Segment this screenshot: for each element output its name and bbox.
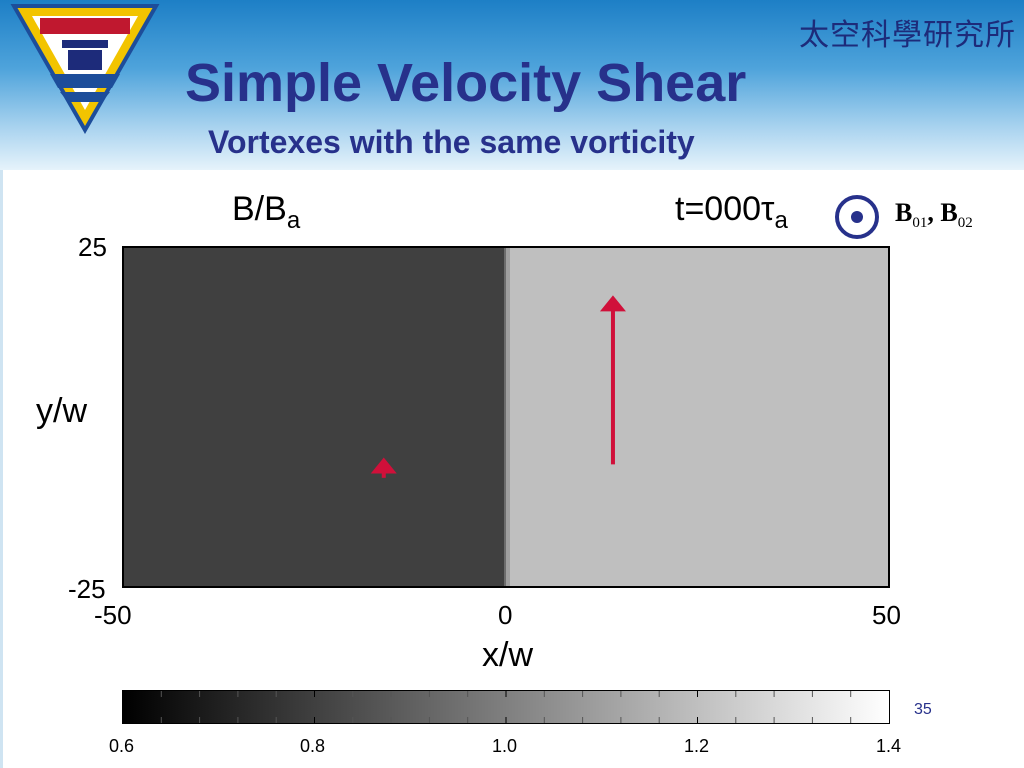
slide-title: Simple Velocity Shear: [185, 53, 747, 113]
x-tick-label: 50: [872, 600, 901, 630]
colorbar-tick-label: 1.4: [876, 736, 902, 756]
time-label: t=000τa: [675, 190, 788, 234]
institute-name: 太空科學研究所: [799, 18, 1016, 53]
shear-boundary: [504, 248, 510, 586]
left-border-stripe: [0, 170, 3, 768]
heatmap-region-1: [506, 248, 888, 586]
y-axis-label: y/w: [36, 392, 87, 430]
university-logo: [10, 4, 160, 134]
y-tick-label: 25: [78, 232, 107, 262]
heatmap-plot: [122, 246, 890, 588]
x-tick-label: -50: [94, 600, 132, 630]
colorbar-tick-label: 1.2: [684, 736, 710, 756]
heatmap-canvas: [124, 248, 888, 586]
b-field-labels: B01, B02: [895, 198, 973, 232]
x-tick-label: 0: [498, 600, 513, 630]
slide-subtitle: Vortexes with the same vorticity: [208, 124, 695, 160]
velocity-arrow-1: [599, 295, 626, 465]
out-of-page-symbol-icon: [835, 195, 879, 239]
colorbar-tick-label: 0.8: [300, 736, 326, 756]
velocity-arrow-0: [370, 457, 397, 478]
colorbar: [122, 690, 890, 724]
field-label: B/Ba: [232, 190, 301, 234]
slide-number: 35: [914, 701, 932, 718]
slide-header: 太空科學研究所 Simple Velocity Shear Vortexes w…: [0, 0, 1024, 170]
colorbar-tick-label: 0.6: [109, 736, 135, 756]
x-axis-label: x/w: [482, 636, 533, 674]
colorbar-ticks: [160, 691, 852, 723]
y-tick-label: -25: [68, 574, 106, 604]
colorbar-tick-label: 1.0: [492, 736, 518, 756]
heatmap-region-0: [124, 248, 506, 586]
